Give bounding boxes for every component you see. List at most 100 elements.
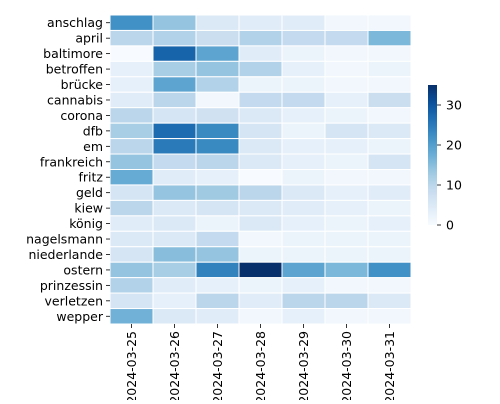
heatmap-cell	[281, 292, 326, 310]
heatmap-cell	[238, 138, 283, 155]
x-tick-label: 2024-03-31	[382, 331, 397, 400]
heatmap-cell	[195, 277, 240, 294]
heatmap-cell	[324, 230, 369, 248]
heatmap-cell	[324, 277, 369, 294]
heatmap-cell	[324, 292, 369, 310]
heatmap-cell	[195, 169, 240, 186]
heatmap-cell	[195, 91, 240, 109]
heatmap-cell	[109, 199, 154, 217]
heatmap-cell	[324, 91, 369, 109]
heatmap-cells	[109, 14, 412, 325]
heatmap-cell	[109, 169, 154, 186]
heatmap-cell	[238, 292, 283, 310]
heatmap-cell	[238, 169, 283, 186]
heatmap-cell	[152, 14, 197, 31]
heatmap-cell	[152, 308, 197, 325]
heatmap-cell	[324, 153, 369, 171]
heatmap-cell	[109, 60, 154, 78]
heatmap-cell	[324, 29, 369, 47]
heatmap-cell	[367, 153, 412, 171]
y-tick-label: fritz	[79, 170, 104, 185]
heatmap-cell	[324, 138, 369, 155]
x-axis-labels: 2024-03-25 2024-03-26 2024-03-27 2024-03-28…	[124, 324, 397, 404]
heatmap-cell	[195, 184, 240, 201]
heatmap-cell	[324, 107, 369, 124]
heatmap-cell	[324, 308, 369, 325]
y-tick-label: dfb	[83, 123, 103, 138]
colorbar-tick-label: 20	[446, 138, 462, 153]
y-tick-label: cannabis	[47, 92, 103, 107]
heatmap-cell	[281, 122, 326, 140]
heatmap-cell	[152, 169, 197, 186]
heatmap-cell	[238, 184, 283, 201]
heatmap-cell	[195, 246, 240, 263]
heatmap-cell	[109, 184, 154, 201]
heatmap-cell	[195, 122, 240, 140]
heatmap-cell	[367, 277, 412, 294]
y-tick-label: brücke	[61, 77, 104, 92]
heatmap-cell	[238, 199, 283, 217]
heatmap-cell	[367, 29, 412, 47]
heatmap-cell	[238, 308, 283, 325]
heatmap-cell	[281, 76, 326, 93]
heatmap-cell	[324, 60, 369, 78]
heatmap-cell	[109, 292, 154, 310]
heatmap-cell	[281, 14, 326, 31]
heatmap-cell	[109, 14, 154, 31]
heatmap-cell	[152, 60, 197, 78]
y-tick-label: em	[83, 139, 103, 154]
heatmap-cell	[281, 169, 326, 186]
heatmap-cell	[152, 261, 197, 279]
heatmap-cell	[109, 138, 154, 155]
heatmap-cell	[109, 91, 154, 109]
heatmap-cell	[152, 230, 197, 248]
heatmap-cell	[152, 122, 197, 140]
y-axis-labels: anschlagaprilbaltimorebetroffenbrückecan…	[26, 15, 110, 324]
heatmap-cell	[109, 277, 154, 294]
heatmap-cell	[367, 199, 412, 217]
colorbar-tick-label: 0	[446, 218, 454, 233]
heatmap-cell	[195, 60, 240, 78]
heatmap-cell	[195, 153, 240, 171]
heatmap-cell	[195, 107, 240, 124]
y-tick-label: kiew	[74, 201, 103, 216]
heatmap-cell	[281, 60, 326, 78]
heatmap-cell	[281, 184, 326, 201]
heatmap-cell	[281, 199, 326, 217]
heatmap-cell	[109, 107, 154, 124]
heatmap-cell	[367, 60, 412, 78]
heatmap-cell	[281, 29, 326, 47]
heatmap-cell	[152, 184, 197, 201]
heatmap-cell	[367, 230, 412, 248]
heatmap-cell	[324, 169, 369, 186]
heatmap-cell	[195, 308, 240, 325]
heatmap-cell	[152, 45, 197, 62]
y-tick-label: ostern	[63, 262, 103, 277]
heatmap-cell	[281, 138, 326, 155]
heatmap-cell	[367, 76, 412, 93]
heatmap-cell	[367, 184, 412, 201]
heatmap-cell	[367, 107, 412, 124]
heatmap-cell	[238, 261, 283, 279]
heatmap-cell	[238, 230, 283, 248]
heatmap-cell	[238, 76, 283, 93]
heatmap-cell	[195, 29, 240, 47]
heatmap-cell	[367, 91, 412, 109]
colorbar-tick-label: 10	[446, 178, 462, 193]
heatmap-cell	[281, 308, 326, 325]
y-tick-label: anschlag	[47, 15, 103, 30]
y-tick-label: baltimore	[43, 46, 103, 61]
heatmap-cell	[238, 122, 283, 140]
colorbar-tick-label: 30	[446, 98, 462, 113]
y-tick-label: wepper	[56, 309, 103, 324]
heatmap-cell	[324, 215, 369, 232]
heatmap-cell	[195, 261, 240, 279]
x-tick-label: 2024-03-30	[339, 331, 354, 400]
heatmap-cell	[281, 153, 326, 171]
heatmap-cell	[367, 138, 412, 155]
heatmap-cell	[281, 45, 326, 62]
heatmap-cell	[152, 91, 197, 109]
heatmap-cell	[367, 122, 412, 140]
heatmap-cell	[367, 45, 412, 62]
